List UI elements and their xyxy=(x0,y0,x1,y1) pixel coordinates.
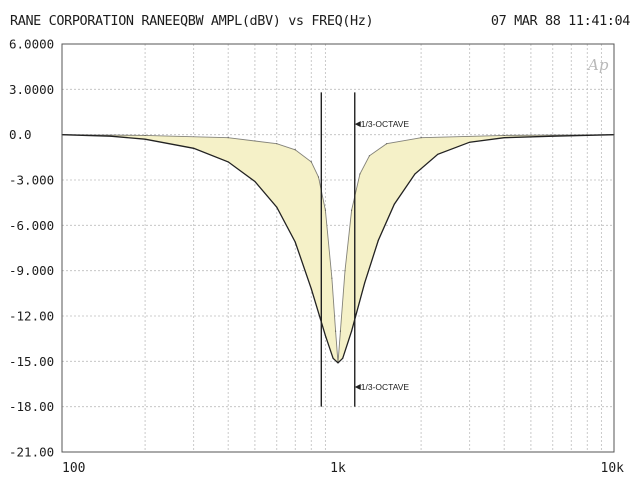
data-point xyxy=(386,143,388,145)
data-point xyxy=(342,357,344,359)
data-point xyxy=(110,135,112,137)
data-point xyxy=(359,173,361,175)
data-point xyxy=(414,173,416,175)
x-tick-label: 100 xyxy=(62,461,85,476)
x-tick-label: 1k xyxy=(330,461,346,476)
plot-frame xyxy=(61,43,615,453)
data-point xyxy=(503,134,505,136)
y-tick-label: 6.0000 xyxy=(9,37,54,52)
data-point xyxy=(503,137,505,139)
data-point xyxy=(317,176,320,178)
y-tick-label: -18.00 xyxy=(9,399,54,414)
data-point xyxy=(254,180,256,183)
data-point xyxy=(335,330,337,332)
data-point xyxy=(310,161,312,163)
data-point xyxy=(324,209,326,211)
ap-logo: Ap xyxy=(588,56,609,74)
data-point xyxy=(393,203,395,205)
data-point xyxy=(364,282,366,284)
y-tick-label: -15.00 xyxy=(9,354,54,369)
y-tick-label: -21.00 xyxy=(9,445,54,460)
y-tick-label: 3.0000 xyxy=(9,82,54,97)
response-curve-narrow xyxy=(61,134,615,363)
data-point xyxy=(193,147,195,149)
data-point xyxy=(276,143,278,145)
data-point xyxy=(294,241,296,243)
annotation-label: 1/3-OCTAVE xyxy=(361,119,410,129)
y-tick-label: -3.000 xyxy=(9,173,54,188)
y-tick-label: -12.00 xyxy=(9,309,54,324)
data-point xyxy=(227,137,229,139)
data-point xyxy=(368,155,370,157)
data-point xyxy=(339,330,341,332)
data-point xyxy=(337,362,339,364)
data-point xyxy=(344,270,346,272)
data-point xyxy=(227,161,229,163)
timestamp: 07 MAR 88 11:41:04 xyxy=(490,13,631,29)
data-point xyxy=(437,153,439,155)
chart-title: RANE CORPORATION RANEEQBW AMPL(dBV) vs F… xyxy=(10,13,374,29)
data-point xyxy=(294,149,296,151)
x-tick-label: 10k xyxy=(601,461,625,476)
data-point xyxy=(144,134,146,136)
data-point xyxy=(331,277,333,279)
data-point xyxy=(351,209,353,211)
y-tick-label: -9.000 xyxy=(9,263,54,278)
annotation-arrow xyxy=(354,121,361,128)
data-point xyxy=(377,239,379,241)
data-point xyxy=(310,288,312,290)
data-point xyxy=(420,137,422,139)
data-point xyxy=(552,135,554,137)
data-point xyxy=(332,357,334,359)
data-point xyxy=(469,141,471,143)
data-point xyxy=(276,206,278,208)
annotation-label: 1/3-OCTAVE xyxy=(361,382,410,392)
data-point xyxy=(144,138,146,140)
annotation-arrow xyxy=(354,384,361,391)
y-tick-label: -6.000 xyxy=(9,218,54,233)
data-point xyxy=(324,335,326,337)
data-point xyxy=(351,330,353,332)
y-tick-label: 0.0 xyxy=(9,127,32,142)
